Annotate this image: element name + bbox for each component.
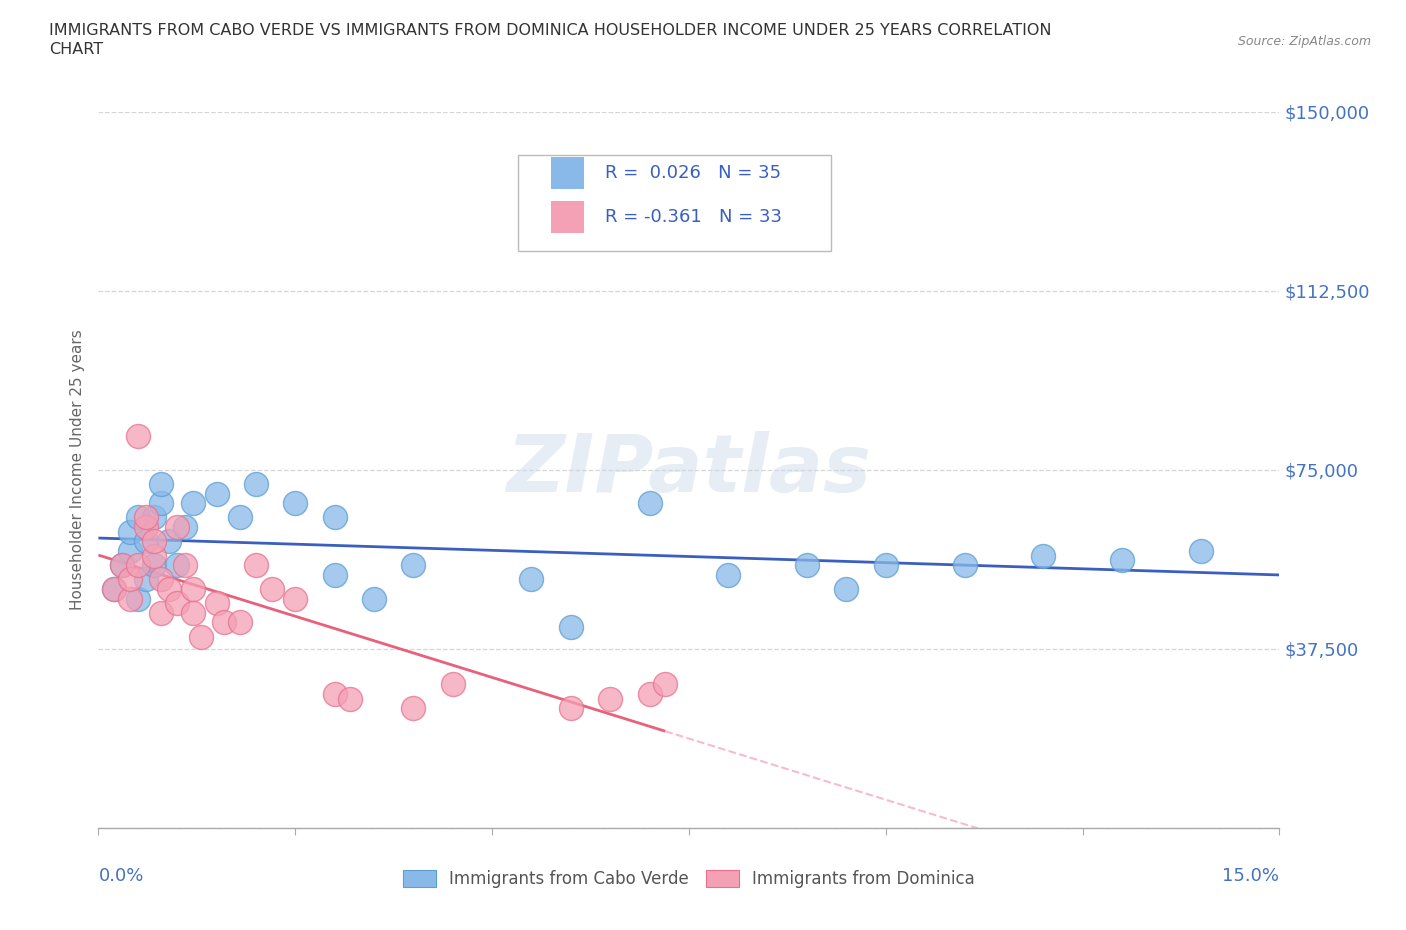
Bar (551, 201, 583, 233)
Text: Source: ZipAtlas.com: Source: ZipAtlas.com (1237, 35, 1371, 48)
Point (181, 581, 204, 596)
Point (157, 534, 180, 549)
Text: IMMIGRANTS FROM CABO VERDE VS IMMIGRANTS FROM DOMINICA HOUSEHOLDER INCOME UNDER : IMMIGRANTS FROM CABO VERDE VS IMMIGRANTS… (49, 23, 1052, 38)
FancyBboxPatch shape (517, 154, 831, 251)
Point (520, 572, 543, 587)
Point (835, 581, 858, 596)
Text: CHART: CHART (49, 42, 103, 57)
Point (166, 558, 188, 573)
Point (284, 496, 307, 511)
Point (229, 615, 252, 630)
Bar (551, 157, 583, 189)
Point (284, 591, 307, 606)
Point (150, 572, 173, 587)
Point (127, 591, 149, 606)
Point (1032, 548, 1054, 563)
Point (953, 558, 976, 573)
Point (118, 572, 141, 587)
Point (260, 581, 283, 596)
Point (323, 510, 346, 525)
Point (638, 686, 661, 701)
Point (111, 558, 134, 573)
Point (103, 581, 125, 596)
Point (127, 429, 149, 444)
Point (363, 591, 385, 606)
Point (339, 691, 361, 706)
Text: R =  0.026   N = 35: R = 0.026 N = 35 (605, 164, 782, 182)
Point (1111, 553, 1133, 568)
Point (245, 476, 267, 491)
Legend: Immigrants from Cabo Verde, Immigrants from Dominica: Immigrants from Cabo Verde, Immigrants f… (396, 863, 981, 895)
Point (118, 591, 141, 606)
Point (150, 605, 173, 620)
Point (142, 534, 165, 549)
Point (638, 496, 661, 511)
Point (205, 486, 228, 501)
Text: 15.0%: 15.0% (1222, 867, 1279, 884)
Point (135, 510, 157, 525)
Point (181, 605, 204, 620)
Text: 0.0%: 0.0% (98, 867, 143, 884)
Point (717, 567, 740, 582)
Point (150, 496, 173, 511)
Point (190, 630, 212, 644)
Point (157, 581, 180, 596)
Point (127, 558, 149, 573)
Text: R = -0.361   N = 33: R = -0.361 N = 33 (605, 208, 782, 226)
Point (127, 510, 149, 525)
Point (796, 558, 818, 573)
Point (560, 701, 582, 716)
Point (229, 510, 252, 525)
Point (118, 525, 141, 539)
Point (245, 558, 267, 573)
Point (118, 543, 141, 558)
Point (181, 496, 204, 511)
Point (441, 677, 464, 692)
Point (142, 510, 165, 525)
Point (135, 534, 157, 549)
Point (599, 691, 621, 706)
Point (142, 548, 165, 563)
Point (166, 520, 188, 535)
Point (150, 476, 173, 491)
Point (1189, 543, 1212, 558)
Point (875, 558, 897, 573)
Point (402, 558, 425, 573)
Text: ZIPatlas: ZIPatlas (506, 431, 872, 509)
Point (142, 558, 165, 573)
Point (323, 567, 346, 582)
Point (103, 581, 125, 596)
Point (166, 596, 188, 611)
Point (560, 619, 582, 634)
Point (205, 596, 228, 611)
Point (174, 520, 197, 535)
Point (402, 701, 425, 716)
Point (135, 520, 157, 535)
Point (214, 615, 236, 630)
Point (111, 558, 134, 573)
Point (654, 677, 676, 692)
Point (174, 558, 197, 573)
Point (135, 572, 157, 587)
Y-axis label: Householder Income Under 25 years: Householder Income Under 25 years (69, 329, 84, 610)
Point (323, 686, 346, 701)
